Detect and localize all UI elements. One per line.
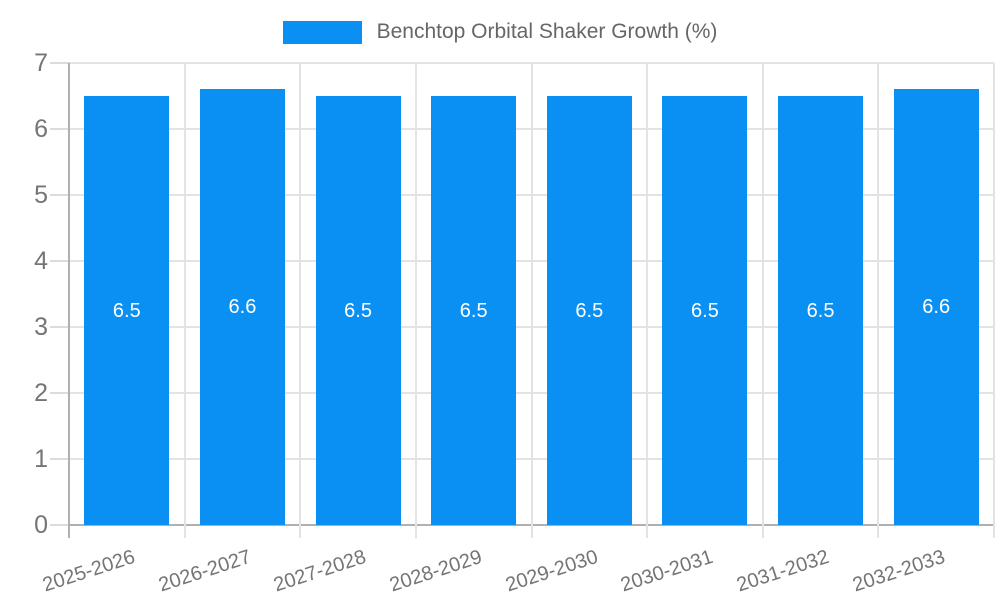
x-axis-label: 2031-2032 — [733, 545, 832, 597]
legend-label: Benchtop Orbital Shaker Growth (%) — [376, 20, 718, 43]
y-tick — [50, 62, 69, 64]
bar-value-label: 6.5 — [459, 299, 488, 322]
y-axis-label: 0 — [34, 511, 48, 539]
x-axis-label: 2030-2031 — [618, 545, 717, 597]
bar-value-label: 6.5 — [806, 299, 835, 322]
bar-value-label: 6.5 — [344, 299, 372, 322]
x-gridline — [414, 63, 417, 538]
y-tick — [50, 128, 69, 130]
y-axis-label: 4 — [34, 247, 48, 275]
bar-value-label: 6.5 — [691, 299, 719, 322]
y-axis-label: 6 — [34, 115, 48, 143]
y-tick — [50, 326, 69, 328]
legend-swatch — [282, 20, 362, 44]
x-axis-label: 2029-2030 — [502, 545, 601, 597]
bar — [546, 96, 632, 525]
y-tick — [50, 524, 69, 526]
legend: Benchtop Orbital Shaker Growth (%) — [0, 17, 1000, 47]
bar — [662, 96, 748, 525]
y-axis-label: 1 — [34, 445, 48, 473]
x-gridline — [646, 63, 649, 538]
x-gridline — [530, 63, 533, 538]
x-gridline — [183, 63, 186, 538]
bar-value-label: 6.6 — [922, 296, 951, 319]
y-axis-label: 2 — [34, 379, 48, 407]
x-axis-label: 2028-2029 — [387, 545, 485, 597]
bar — [431, 96, 517, 525]
x-gridline — [993, 63, 995, 538]
y-axis-label: 7 — [34, 49, 48, 77]
bar — [199, 89, 285, 525]
x-axis-label: 2027-2028 — [271, 545, 370, 597]
y-axis-label: 3 — [34, 313, 48, 341]
x-axis-label: 2026-2027 — [155, 545, 254, 597]
bar — [893, 89, 979, 525]
bar — [778, 96, 864, 525]
x-gridline — [761, 63, 764, 538]
y-axis-label: 5 — [34, 181, 48, 209]
y-tick — [50, 194, 69, 196]
y-tick — [50, 392, 69, 394]
y-tick — [50, 260, 69, 262]
bar-value-label: 6.6 — [228, 296, 257, 319]
y-axis-line — [68, 63, 70, 538]
bar-value-label: 6.5 — [575, 299, 604, 322]
x-axis-label: 2032-2033 — [849, 545, 948, 597]
x-gridline — [299, 63, 302, 538]
y-tick — [50, 458, 69, 460]
bar — [84, 96, 170, 525]
x-axis-label: 2025-2026 — [40, 545, 138, 597]
bar — [315, 96, 401, 525]
bar-value-label: 6.5 — [112, 299, 141, 322]
x-gridline — [877, 63, 880, 538]
